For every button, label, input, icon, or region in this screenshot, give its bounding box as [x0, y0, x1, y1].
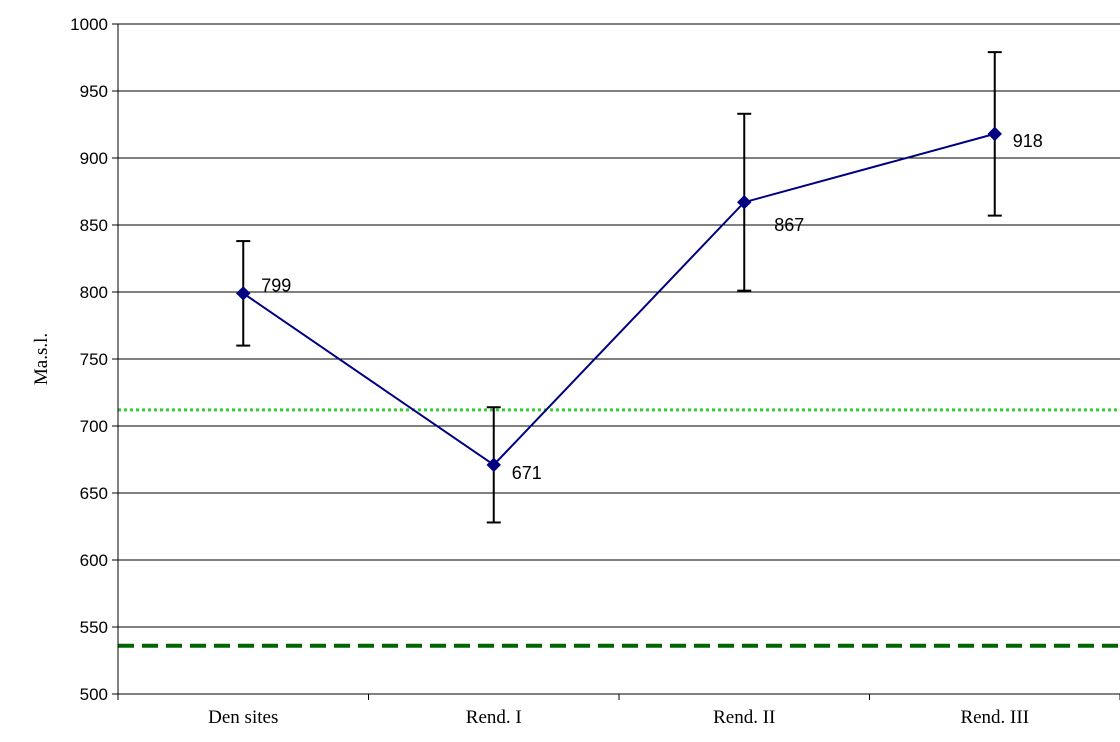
y-tick-label-900: 900 [80, 149, 108, 168]
grid-lines [118, 23, 1120, 628]
data-point-0 [236, 286, 251, 301]
y-tick-label-550: 550 [80, 618, 108, 637]
x-tick-label-2: Rend. II [713, 707, 775, 728]
series-lines [242, 132, 996, 467]
y-tick-label-950: 950 [80, 82, 108, 101]
data-label-0: 799 [261, 275, 291, 295]
x-tick-label-1: Rend. I [466, 707, 522, 728]
data-label-3: 918 [1013, 131, 1043, 151]
error-bars [236, 51, 1002, 524]
data-label-2: 867 [774, 215, 804, 235]
data-points [236, 126, 1002, 473]
data-labels: 799 671 867 918 [261, 131, 1043, 483]
y-tick-label-750: 750 [80, 350, 108, 369]
data-point-3 [987, 126, 1002, 142]
data-point-2 [737, 195, 752, 210]
data-label-1: 671 [512, 463, 542, 483]
data-point-1 [486, 457, 501, 473]
y-tick-labels: 500 550 600 650 700 750 800 850 900 950 1000 [70, 15, 108, 704]
y-axis-title: Ma.s.l. [31, 333, 52, 385]
y-tick-label-600: 600 [80, 551, 108, 570]
y-tick-label-800: 800 [80, 283, 108, 302]
y-tick-label-850: 850 [80, 216, 108, 235]
x-tick-label-0: Den sites [208, 707, 278, 728]
y-tick-label-700: 700 [80, 417, 108, 436]
y-tick-label-500: 500 [80, 685, 108, 704]
reference-lines [118, 408, 1120, 648]
y-tick-label-650: 650 [80, 484, 108, 503]
y-tick-label-1000: 1000 [70, 15, 108, 34]
x-tick-label-3: Rend. III [960, 707, 1029, 728]
series-line-0 [242, 132, 996, 467]
x-tick-labels: Den sites Rend. I Rend. II Rend. III [208, 707, 1029, 728]
axes [112, 23, 1120, 700]
